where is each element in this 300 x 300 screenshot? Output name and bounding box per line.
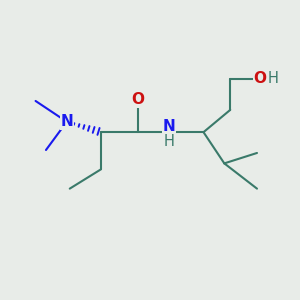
Text: H: H (268, 71, 279, 86)
Text: N: N (163, 119, 176, 134)
Text: N: N (60, 114, 73, 129)
Text: O: O (132, 92, 145, 107)
Text: H: H (164, 134, 175, 148)
Text: O: O (254, 71, 266, 86)
